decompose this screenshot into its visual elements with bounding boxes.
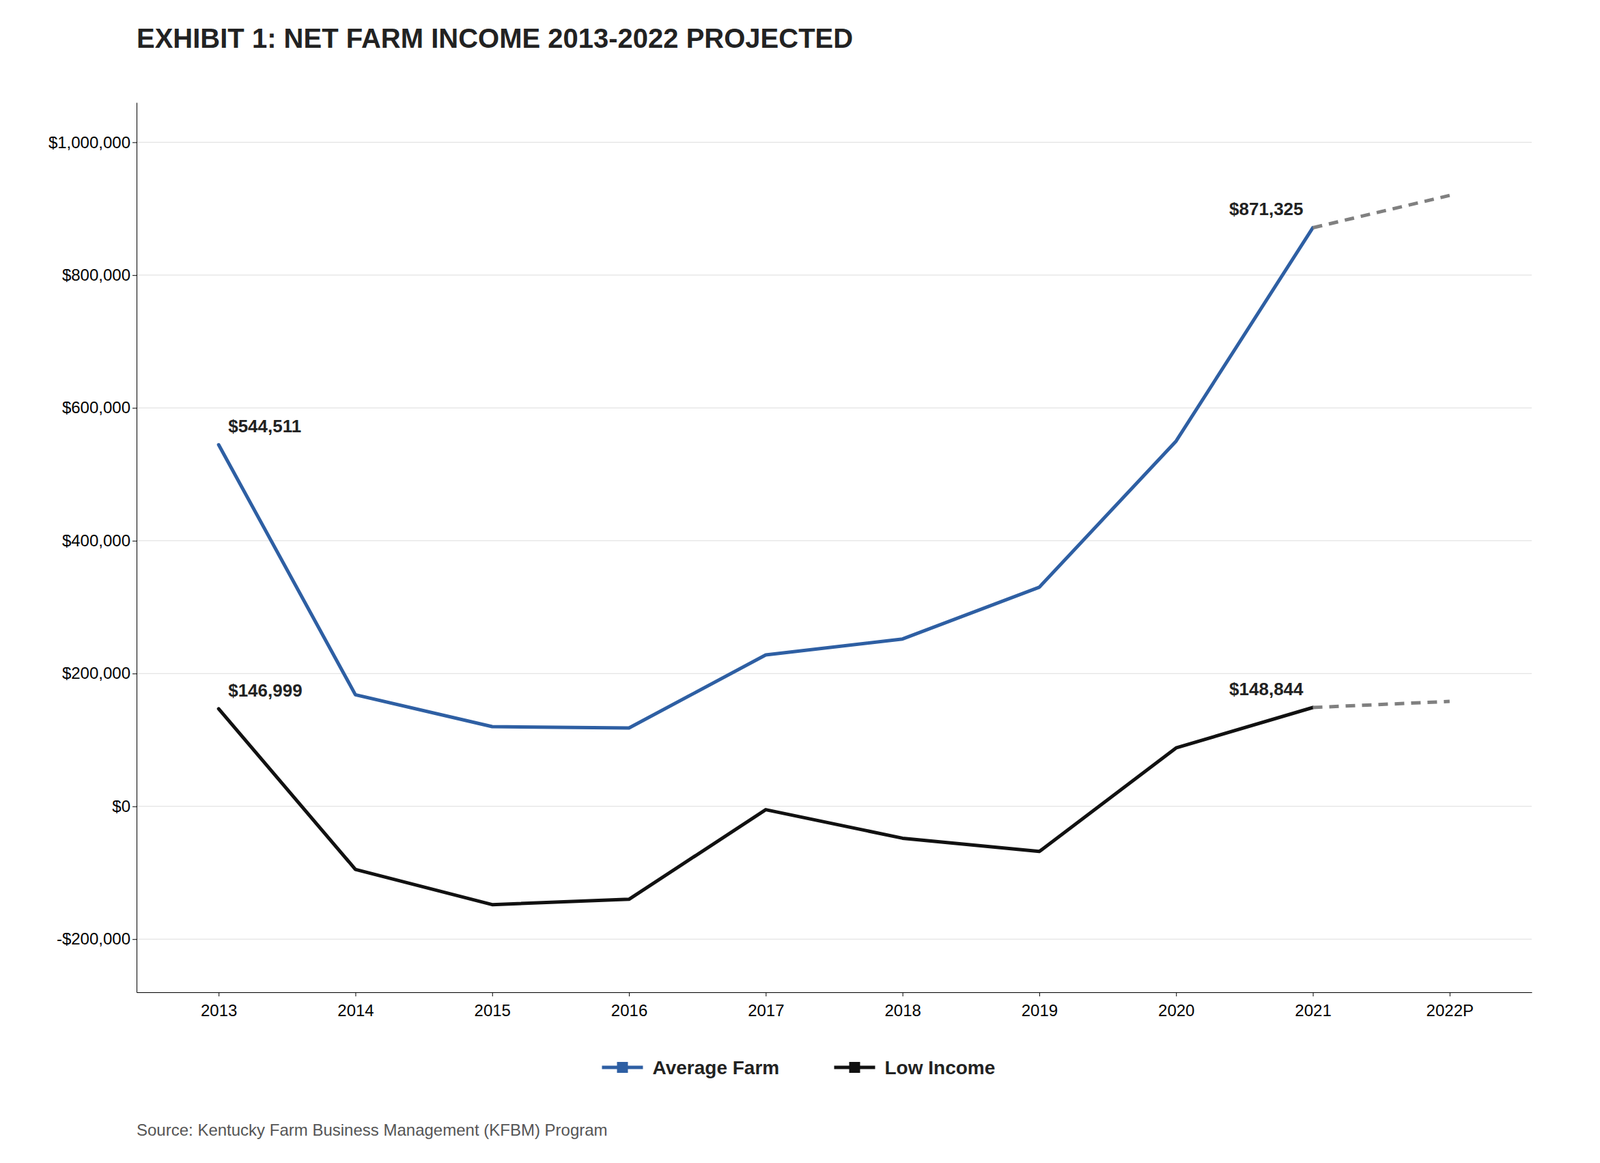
x-tick-label: 2018 xyxy=(884,1001,921,1020)
y-tick-label: $200,000 xyxy=(62,663,131,683)
legend-label: Average Farm xyxy=(652,1057,780,1079)
y-tick-label: $1,000,000 xyxy=(48,133,131,152)
annotation: $146,999 xyxy=(228,680,302,701)
legend-item: Low Income xyxy=(834,1057,996,1079)
x-tick-mark xyxy=(765,992,767,997)
y-tick-label: $600,000 xyxy=(62,398,131,417)
legend: Average Farm Low Income xyxy=(602,1057,996,1079)
x-tick: 2018 xyxy=(884,992,921,1020)
annotation: $544,511 xyxy=(228,415,302,437)
title: EXHIBIT 1: NET FARM INCOME 2013-2022 PRO… xyxy=(136,23,853,54)
y-tick-label: -$200,000 xyxy=(56,929,131,948)
y-tick-mark xyxy=(132,806,137,808)
y-tick-mark xyxy=(132,673,137,675)
y-tick-label: $800,000 xyxy=(62,265,131,285)
x-tick-label: 2022P xyxy=(1426,1001,1474,1020)
y-tick: $800,000 xyxy=(62,265,137,285)
y-tick: -$200,000 xyxy=(56,929,137,948)
projection-line xyxy=(1313,701,1450,708)
y-axis-line xyxy=(136,103,138,993)
x-tick-label: 2015 xyxy=(474,1001,511,1020)
x-tick-mark xyxy=(1175,992,1177,997)
y-axis: -$200,000 $0 $200,000 $400,000 $600,000 $800,… xyxy=(48,103,138,993)
projection-line xyxy=(1313,195,1450,228)
series-line xyxy=(218,707,1313,905)
legend-item: Average Farm xyxy=(602,1057,780,1079)
annotation: $148,844 xyxy=(1229,678,1304,700)
y-tick-mark xyxy=(132,275,137,276)
x-tick-label: 2013 xyxy=(200,1001,237,1020)
grid-line xyxy=(136,540,1532,541)
y-tick: $400,000 xyxy=(62,531,137,550)
background xyxy=(0,0,1600,1163)
x-tick-mark xyxy=(628,992,630,997)
grid-line xyxy=(136,407,1532,409)
grid xyxy=(136,142,1532,939)
x-tick-mark xyxy=(1039,992,1041,997)
x-axis: 2013 2014 2015 2016 2017 2018 2019 2020 2021 2022… xyxy=(137,992,1533,1020)
source: Source: Kentucky Farm Business Managemen… xyxy=(136,1120,608,1140)
lines xyxy=(218,195,1450,905)
x-tick-label: 2019 xyxy=(1021,1001,1058,1020)
plot-area: 2013 2014 2015 2016 2017 2018 2019 2020 2021 2022… xyxy=(48,103,1533,1021)
x-tick-label: 2021 xyxy=(1294,1001,1331,1020)
x-tick: 2014 xyxy=(337,992,374,1020)
x-tick-label: 2016 xyxy=(611,1001,648,1020)
y-tick: $200,000 xyxy=(62,663,137,683)
y-tick-mark xyxy=(132,540,137,542)
y-tick-label: $400,000 xyxy=(62,531,131,550)
x-axis-line xyxy=(137,992,1533,993)
x-tick-mark xyxy=(355,992,356,997)
grid-line xyxy=(136,805,1532,807)
legend-marker xyxy=(849,1061,861,1073)
y-tick: $0 xyxy=(111,796,137,816)
grid-line xyxy=(136,274,1532,276)
x-tick-label: 2017 xyxy=(747,1001,784,1020)
y-tick-mark xyxy=(132,407,137,409)
x-tick: 2019 xyxy=(1021,992,1058,1020)
y-tick-mark xyxy=(132,142,137,143)
x-tick: 2017 xyxy=(747,992,784,1020)
x-tick-mark xyxy=(218,992,220,997)
y-tick: $600,000 xyxy=(62,398,137,417)
series-line xyxy=(218,227,1313,728)
x-tick: 2015 xyxy=(474,992,511,1020)
x-tick: 2013 xyxy=(200,992,237,1020)
x-tick-label: 2020 xyxy=(1158,1001,1195,1020)
y-tick: $1,000,000 xyxy=(48,133,137,152)
chart-container: EXHIBIT 1: NET FARM INCOME 2013-2022 PRO… xyxy=(0,0,1600,1163)
x-tick-mark xyxy=(1449,992,1451,997)
x-tick: 2016 xyxy=(611,992,648,1020)
y-tick-label: $0 xyxy=(111,796,131,816)
x-tick-mark xyxy=(902,992,904,997)
x-tick-mark xyxy=(1313,992,1314,997)
legend-label: Low Income xyxy=(885,1057,996,1079)
annotation: $871,325 xyxy=(1229,198,1303,220)
x-tick-mark xyxy=(492,992,494,997)
x-tick: 2020 xyxy=(1158,992,1195,1020)
x-tick: 2022P xyxy=(1426,992,1474,1020)
x-tick-label: 2014 xyxy=(337,1001,374,1020)
chart-svg: EXHIBIT 1: NET FARM INCOME 2013-2022 PRO… xyxy=(0,0,1600,1163)
grid-line xyxy=(136,142,1532,143)
grid-line xyxy=(136,938,1532,940)
legend-marker xyxy=(617,1061,629,1073)
x-tick: 2021 xyxy=(1294,992,1331,1020)
y-tick-mark xyxy=(132,938,137,940)
annotations: $146,999 $544,511 $871,325 $148,844 xyxy=(228,198,1304,700)
